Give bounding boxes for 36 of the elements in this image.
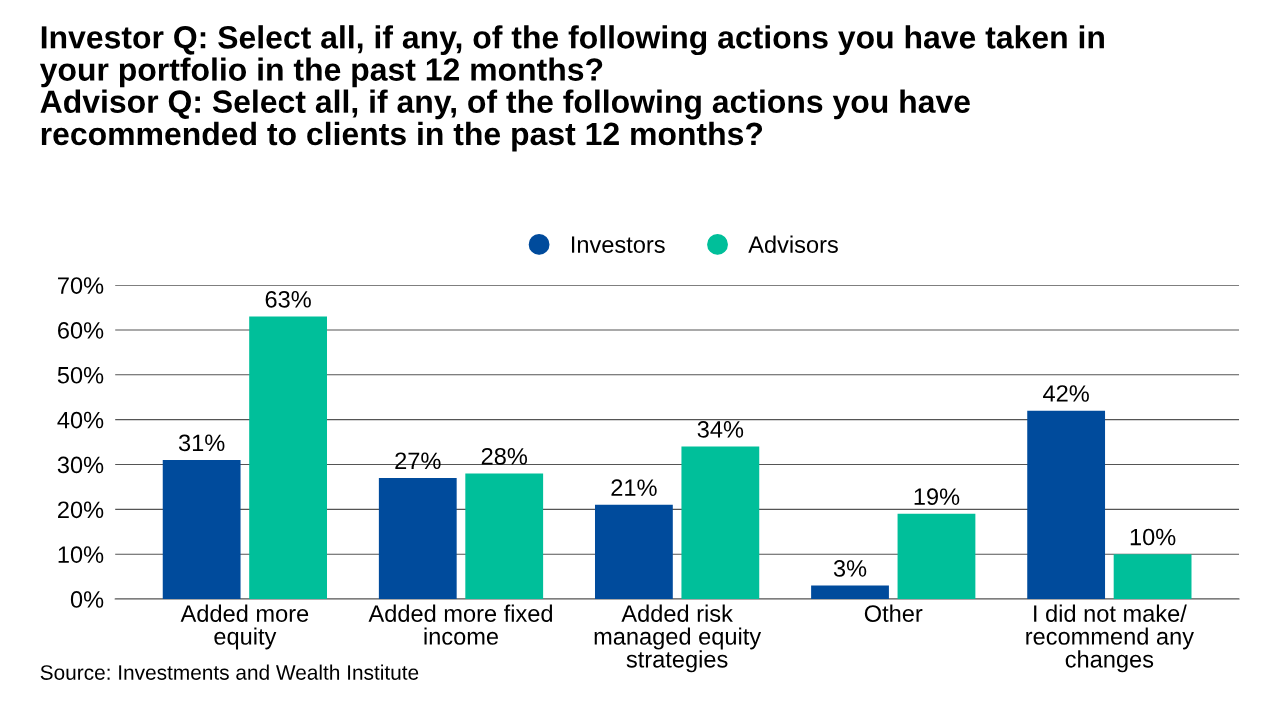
x-tick-label: Other (864, 604, 923, 622)
bar (681, 446, 760, 600)
bar (378, 477, 457, 600)
legend-label: Investors (571, 236, 665, 253)
y-tick-label: 40% (57, 411, 104, 429)
bar (1113, 554, 1192, 600)
data-label: 10% (1130, 528, 1176, 546)
data-label: 63% (265, 290, 311, 308)
x-tick-label: I did not make/ recommend any changes (1026, 604, 1194, 673)
x-tick-label: Added more fixed income (368, 604, 553, 645)
y-tick-label: 50% (57, 366, 104, 384)
legend-label: Advisors (748, 235, 838, 253)
data-label: 21% (611, 479, 657, 496)
bar (1027, 410, 1106, 600)
source-note: Source: Investments and Wealth Institute (40, 664, 419, 680)
data-label: 19% (914, 488, 960, 505)
y-tick-label: 20% (58, 501, 104, 519)
y-tick-label: 70% (58, 277, 104, 294)
data-label: 3% (833, 560, 867, 577)
data-label: 31% (178, 434, 225, 452)
bar (162, 460, 241, 600)
x-tick-label: Added risk managed equity strategies (594, 604, 762, 673)
bar (897, 513, 976, 600)
data-label: 42% (1043, 385, 1089, 402)
data-label: 28% (481, 447, 528, 465)
data-label: 34% (697, 421, 744, 438)
x-tick-label: Added more equity (180, 604, 309, 650)
y-tick-label: 60% (58, 322, 104, 339)
bar (249, 316, 327, 600)
y-tick-label: 30% (57, 456, 104, 474)
chart-title: Investor Q: Select all, if any, of the following actions you have taken in your portfolio in the past 12 months? Advisor Q: Select all, if any, of the following actions you have recommended to clients in the past 12 months? (39, 25, 1104, 152)
y-tick-label: 10% (58, 546, 104, 563)
bar (811, 585, 889, 600)
bar (465, 473, 544, 600)
y-tick-label: 0% (70, 591, 104, 608)
bar (594, 504, 673, 600)
